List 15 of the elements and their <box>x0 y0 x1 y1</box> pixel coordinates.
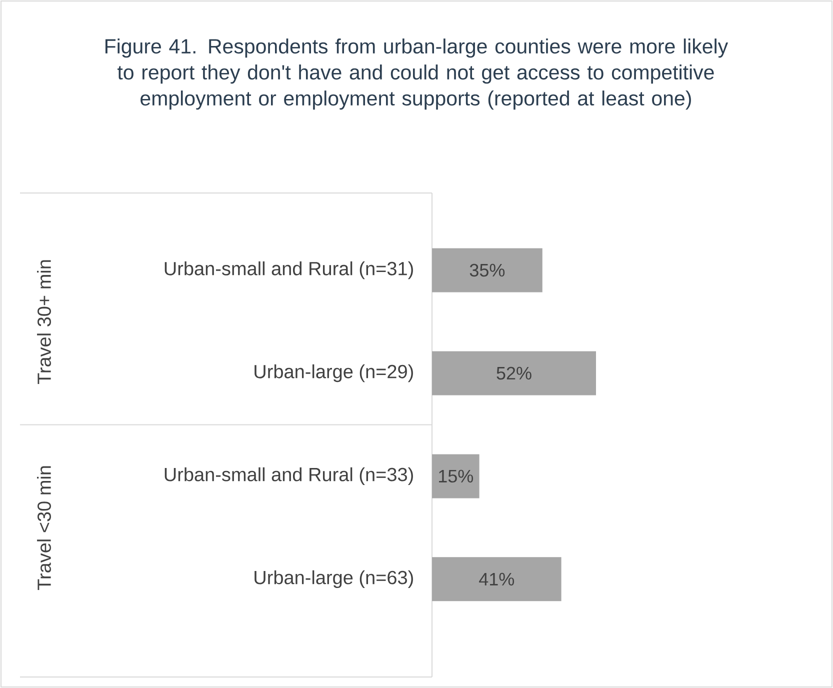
bar <box>432 454 480 498</box>
text: Travel 30+ min <box>37 260 51 384</box>
text: Travel <30 min <box>37 466 51 590</box>
bar <box>432 351 596 396</box>
data-label: 41% <box>479 572 514 586</box>
data-label: 52% <box>496 366 532 380</box>
y-tick-label: Urban-small and Rural (n=33) <box>164 467 413 486</box>
data-label: 15% <box>439 470 474 483</box>
data-label: 35% <box>470 264 505 277</box>
y-tick-label: Urban-large (n=63) <box>254 570 413 588</box>
bar <box>432 557 562 602</box>
chart-title: Figure 41. Respondents from urban-large counties were more likely to report they don't have and could not get access to competitive employment or employment supports (reported at least one) <box>105 38 728 110</box>
y-tick-label: Urban-small and Rural (n=31) <box>164 261 413 280</box>
bar <box>432 248 542 292</box>
y-tick-label: Urban-large (n=29) <box>254 364 413 382</box>
